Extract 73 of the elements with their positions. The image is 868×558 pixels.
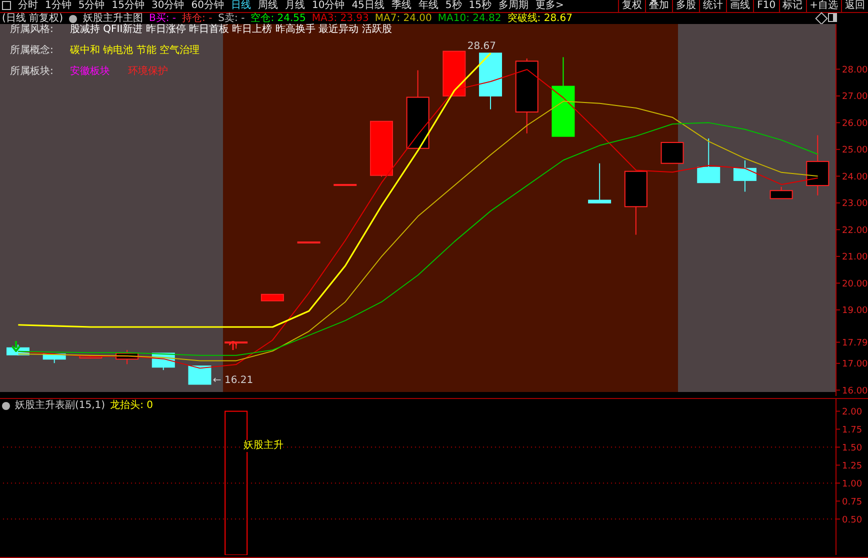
y-tick-label: 25.00: [842, 146, 868, 156]
text: 复权: [618, 0, 646, 12]
text: 月线: [284, 0, 305, 12]
y-tick-label: 21.00: [842, 252, 868, 263]
y-tick-label: 22.00: [842, 226, 868, 236]
y-tick-label: 27.00: [842, 92, 868, 102]
y-tick-label: 28.00: [842, 65, 868, 76]
text: 更多>: [536, 0, 564, 12]
y-tick-label: 2.00: [842, 407, 862, 418]
y-tick-label: 16.00: [842, 386, 868, 396]
candlestick: [770, 186, 793, 200]
text: MA3: 23.93: [312, 13, 369, 24]
y-tick-label: 1.00: [842, 479, 862, 490]
annotation: 28.67: [467, 41, 496, 54]
y-tick-label: 24.00: [842, 172, 868, 182]
y-tick-label: 1.50: [842, 443, 862, 454]
text: 5分钟: [78, 0, 105, 12]
annotation: 所属概念:: [10, 45, 54, 57]
text: 持仓: -: [182, 13, 212, 24]
text: F10: [753, 0, 779, 12]
text: 画线: [726, 0, 754, 12]
y-tick-label: 0.50: [842, 515, 862, 526]
text: 叠加: [645, 0, 672, 12]
y-tick-label: 17.79: [842, 338, 868, 348]
y-tick-label: 20.00: [842, 279, 868, 290]
text: S卖: -: [218, 13, 245, 24]
text: 30分钟: [151, 0, 184, 12]
annotation: 龙抬头: 0: [110, 400, 153, 412]
text: 日线: [230, 0, 251, 12]
y-tick-label: 26.00: [842, 118, 868, 129]
text: B买: -: [148, 13, 176, 24]
annotation: 所属板块:: [10, 66, 54, 78]
candlestick: [660, 142, 684, 164]
text: 10分钟: [312, 0, 345, 12]
annotation: 碳中和 钠电池 节能 空气治理: [70, 45, 200, 57]
candlestick: [588, 162, 612, 204]
text: MA7: 24.00: [374, 13, 432, 24]
text: 60分钟: [191, 0, 224, 12]
text: +自选: [806, 0, 841, 12]
text: 1分钟: [45, 0, 72, 12]
text: 5秒: [445, 0, 462, 12]
annotation: 所属风格:: [10, 24, 54, 36]
candlestick: [733, 160, 756, 192]
annotation: 安徽板块: [70, 66, 110, 78]
candlestick: [188, 366, 212, 385]
y-tick-label: 0.75: [842, 497, 862, 508]
annotation: 股减持 QFII新进 昨日涨停 昨日首板 昨日上榜 昨高换手 最近异动 活跃股: [70, 24, 392, 36]
text: 标记: [778, 0, 806, 12]
y-tick-label: 1.75: [842, 425, 862, 436]
text: 突破线: 28.67: [507, 13, 572, 24]
text: 15秒: [468, 0, 492, 12]
text: 空仓: 24.55: [250, 13, 306, 24]
annotation: 妖股主升: [243, 440, 284, 452]
y-tick-label: 17.00: [842, 360, 868, 370]
text: 年线: [418, 0, 438, 12]
chart-title: 妖股主升表副(15,1): [15, 400, 106, 412]
text: 多周期: [498, 0, 529, 12]
chart-title: 妖股主升主图: [82, 13, 143, 24]
text: 45日线: [352, 0, 384, 12]
text: 15分钟: [112, 0, 144, 12]
chart-subtitle: (日线 前复权): [2, 13, 63, 24]
y-tick-label: 23.00: [842, 199, 868, 210]
y-tick-label: 1.25: [842, 461, 862, 472]
annotation: ← 16.21: [212, 374, 254, 386]
text: 多股: [672, 0, 700, 12]
text: MA10: 24.82: [438, 13, 502, 24]
candlestick: [697, 138, 720, 184]
y-tick-label: 19.00: [842, 306, 868, 316]
text: 分时: [18, 0, 38, 12]
text: 周线: [258, 0, 278, 12]
annotation: 环境保护: [128, 66, 168, 78]
text: 返回: [841, 0, 868, 12]
text: 季线: [391, 0, 412, 12]
